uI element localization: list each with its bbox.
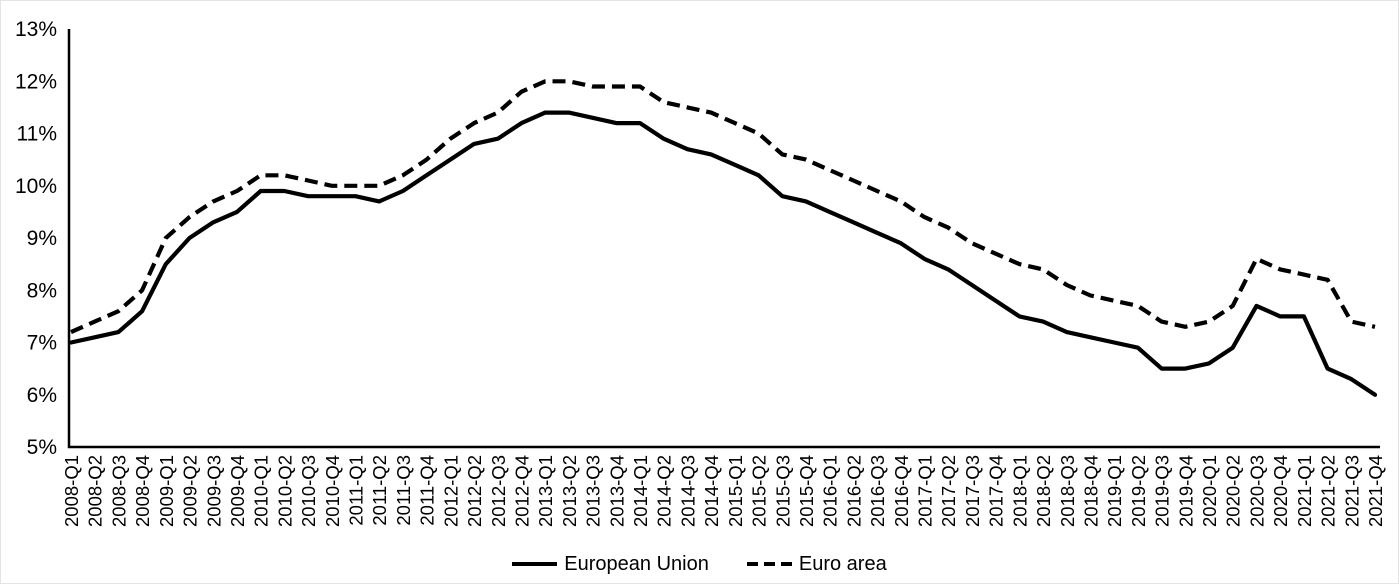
y-tick-label: 6% xyxy=(27,384,57,407)
x-tick-label: 2016-Q4 xyxy=(891,455,912,527)
x-tick-label: 2014-Q2 xyxy=(654,455,675,527)
x-tick-label: 2015-Q2 xyxy=(749,455,770,527)
x-tick-label: 2014-Q1 xyxy=(630,455,651,527)
x-tick-label: 2014-Q4 xyxy=(701,455,722,527)
x-tick-label: 2014-Q3 xyxy=(677,455,698,527)
x-tick-label: 2017-Q1 xyxy=(915,455,936,527)
x-tick-label: 2017-Q4 xyxy=(986,455,1007,527)
x-tick-label: 2008-Q2 xyxy=(85,455,106,527)
x-tick-label: 2015-Q4 xyxy=(796,455,817,527)
y-tick-label: 12% xyxy=(15,70,57,93)
x-tick-label: 2008-Q3 xyxy=(108,455,129,527)
x-tick-label: 2016-Q3 xyxy=(867,455,888,527)
x-tick-label: 2012-Q3 xyxy=(488,455,509,527)
x-tick-label: 2015-Q1 xyxy=(725,455,746,527)
x-tick-label: 2009-Q1 xyxy=(156,455,177,527)
y-tick-label: 8% xyxy=(27,279,57,302)
y-tick-label: 11% xyxy=(17,123,57,146)
x-tick-label: 2008-Q1 xyxy=(61,455,82,527)
x-tick-label: 2013-Q1 xyxy=(535,455,556,527)
x-tick-label: 2019-Q3 xyxy=(1152,455,1173,527)
axis-lines xyxy=(67,29,1380,449)
y-tick-label: 7% xyxy=(27,332,57,355)
x-tick-label: 2015-Q3 xyxy=(772,455,793,527)
x-tick-label: 2008-Q4 xyxy=(132,455,153,527)
x-tick-label: 2011-Q1 xyxy=(346,455,367,526)
x-tick-label: 2013-Q3 xyxy=(583,455,604,527)
y-tick-label: 10% xyxy=(15,175,57,198)
x-tick-label: 2012-Q4 xyxy=(511,455,532,527)
x-tick-label: 2019-Q1 xyxy=(1104,455,1125,527)
x-tick-label: 2010-Q1 xyxy=(251,455,272,527)
x-tick-label: 2019-Q4 xyxy=(1175,455,1196,527)
x-tick-label: 2017-Q2 xyxy=(938,455,959,527)
x-tick-label: 2009-Q4 xyxy=(227,455,248,527)
x-tick-label: 2011-Q3 xyxy=(393,455,414,526)
x-tick-label: 2011-Q4 xyxy=(417,455,438,526)
y-tick-label: 5% xyxy=(27,436,57,459)
x-tick-label: 2009-Q3 xyxy=(203,455,224,527)
x-tick-label: 2018-Q3 xyxy=(1057,455,1078,527)
x-tick-label: 2021-Q4 xyxy=(1365,455,1386,527)
x-tick-label: 2020-Q3 xyxy=(1246,455,1267,527)
x-tick-label: 2021-Q3 xyxy=(1341,455,1362,527)
x-tick-label: 2011-Q2 xyxy=(369,455,390,526)
x-tick-label: 2012-Q2 xyxy=(464,455,485,527)
x-tick-label: 2010-Q4 xyxy=(322,455,343,527)
x-tick-label: 2019-Q2 xyxy=(1128,455,1149,527)
x-axis-labels: 2008-Q1 2008-Q2 2008-Q3 2008-Q4 2009-Q1 2009-… xyxy=(61,455,1386,527)
x-tick-label: 2020-Q2 xyxy=(1223,455,1244,527)
x-tick-label: 2012-Q1 xyxy=(440,455,461,527)
x-tick-label: 2013-Q2 xyxy=(559,455,580,527)
x-tick-label: 2021-Q2 xyxy=(1318,455,1339,527)
y-tick-label: 13% xyxy=(15,18,57,41)
x-tick-label: 2010-Q3 xyxy=(298,455,319,527)
series-line-euro-area xyxy=(70,79,1376,335)
x-tick-label: 2013-Q4 xyxy=(606,455,627,527)
x-tick-label: 2018-Q1 xyxy=(1009,455,1030,527)
series-line-european-union xyxy=(68,110,1378,397)
x-tick-label: 2017-Q3 xyxy=(962,455,983,527)
x-tick-label: 2016-Q1 xyxy=(820,455,841,527)
x-tick-label: 2018-Q2 xyxy=(1033,455,1054,527)
y-axis-labels: 13% 12% 11% 10% 9% 8% 7% 6% 5% xyxy=(15,18,57,459)
x-tick-label: 2016-Q2 xyxy=(843,455,864,527)
x-tick-label: 2009-Q2 xyxy=(180,455,201,527)
y-tick-label: 9% xyxy=(27,227,57,250)
x-tick-label: 2021-Q1 xyxy=(1294,455,1315,527)
x-tick-label: 2020-Q4 xyxy=(1270,455,1291,527)
x-tick-label: 2010-Q2 xyxy=(274,455,295,527)
x-tick-label: 2018-Q4 xyxy=(1080,455,1101,527)
x-tick-label: 2020-Q1 xyxy=(1199,455,1220,527)
